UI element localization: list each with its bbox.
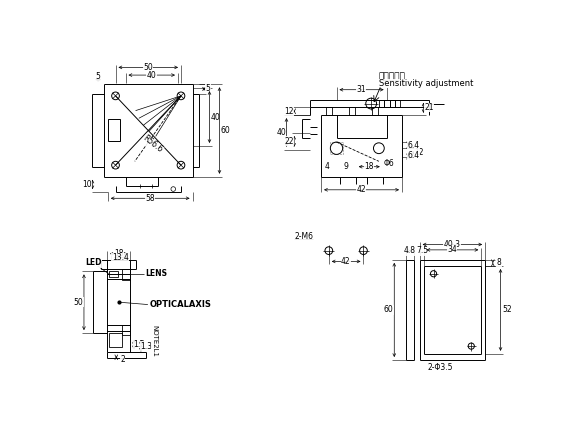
Text: 1.2: 1.2 [134,340,145,349]
Bar [108,119,120,140]
Text: 7.5: 7.5 [417,246,429,255]
Text: 5: 5 [96,72,100,81]
Bar [108,271,118,277]
Text: OPTICALAXIS: OPTICALAXIS [149,300,212,309]
Text: 58: 58 [145,194,155,203]
Bar [372,107,378,115]
Text: 50: 50 [143,63,153,72]
Text: 5: 5 [206,84,210,94]
Text: 8: 8 [496,259,502,268]
Bar [379,100,384,107]
Text: 1.3: 1.3 [140,342,152,351]
Text: LENS: LENS [145,269,168,278]
Bar [390,100,395,107]
Bar [384,100,390,107]
Text: 6.4: 6.4 [407,151,420,160]
Text: 40: 40 [276,128,286,136]
Text: 13.4: 13.4 [112,253,128,262]
Text: R56.6: R56.6 [141,134,164,155]
Text: 12: 12 [414,149,424,157]
Text: 2-Φ3.5: 2-Φ3.5 [427,363,453,372]
Text: 22: 22 [284,137,294,146]
Text: 4.8: 4.8 [404,246,415,255]
Text: 2: 2 [120,355,125,364]
Text: 52: 52 [502,306,512,314]
Text: 40: 40 [147,70,156,79]
Text: NOTE2L1: NOTE2L1 [152,325,158,357]
Text: Sensitivity adjustment: Sensitivity adjustment [379,79,473,88]
Text: 10: 10 [82,180,92,189]
Text: 50: 50 [74,298,83,307]
Bar [108,333,122,347]
Bar [395,100,400,107]
Bar [122,325,130,335]
Bar [349,107,355,115]
Bar [122,269,130,280]
Text: 12: 12 [284,107,294,116]
Text: 60: 60 [384,306,394,314]
Text: 60: 60 [221,126,230,135]
Text: LED: LED [86,259,102,268]
Text: 灵敏度调节: 灵敏度调节 [379,72,406,81]
Text: 4: 4 [325,162,330,171]
Text: 40.3: 40.3 [444,240,461,249]
Text: 42: 42 [356,185,366,194]
Bar [326,107,332,115]
Text: 31: 31 [356,85,366,94]
Text: 18: 18 [364,162,374,171]
Text: 42: 42 [341,257,350,266]
Bar [331,142,343,154]
Text: 40: 40 [211,113,220,122]
Text: 6.4: 6.4 [407,140,420,150]
Text: Φ6: Φ6 [383,159,394,168]
Text: 18: 18 [114,249,124,258]
Text: 34: 34 [447,245,457,254]
Text: 2-M6: 2-M6 [294,232,313,241]
Text: 21: 21 [424,103,434,112]
Text: 9: 9 [343,162,348,171]
